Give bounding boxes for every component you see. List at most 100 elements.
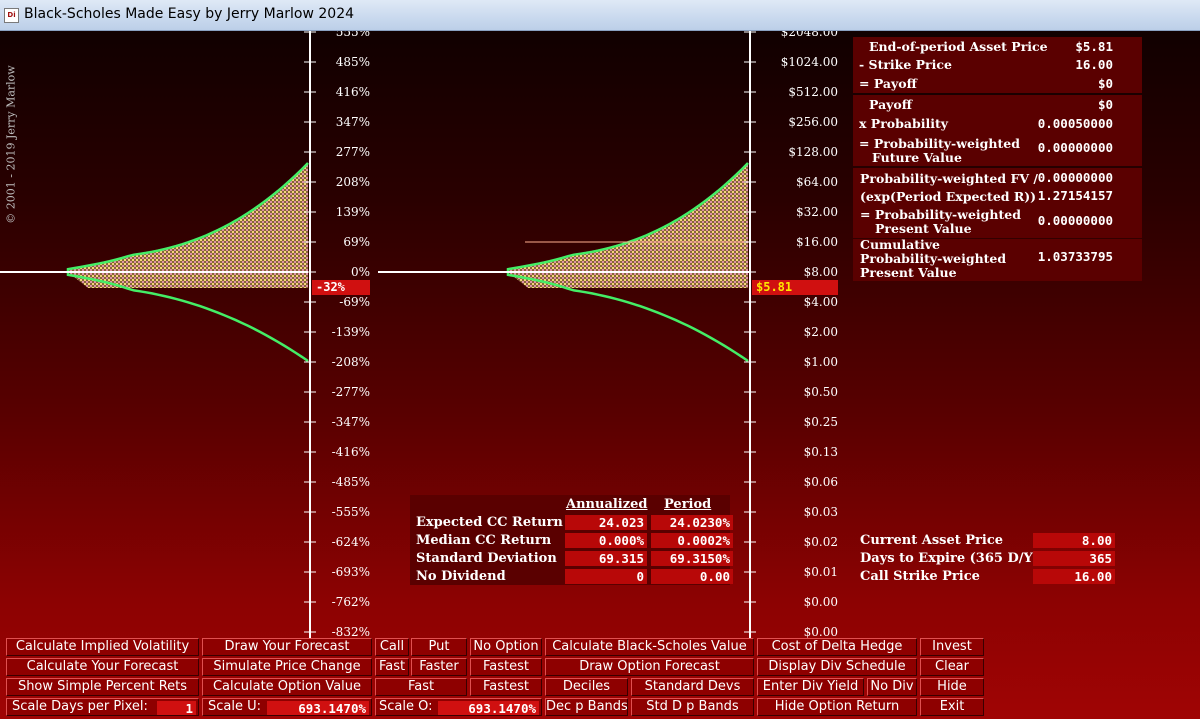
draw-your-forecast-button[interactable]: Draw Your Forecast	[202, 638, 372, 656]
probability-label: x Probability	[859, 116, 948, 131]
call-strike-price-input[interactable]: 16.00	[1033, 569, 1115, 584]
display-div-schedule-button[interactable]: Display Div Schedule	[757, 658, 917, 676]
faster-button[interactable]: Faster	[411, 658, 467, 676]
scale-u-value[interactable]: 693.1470%	[267, 701, 369, 715]
dividend-label: No Dividend	[416, 569, 506, 584]
distribution-chart: 555% $2048.00 485% $1024.00 416% $512.00 347% $…	[0, 31, 838, 639]
probability-value: 0.00050000	[1037, 116, 1113, 131]
scale-days-per-pixel[interactable]: Scale Days per Pixel: 1	[6, 698, 199, 716]
standard-devs-button[interactable]: Standard Devs	[631, 678, 754, 696]
right-tick-label: $0.02	[804, 535, 838, 549]
call-button[interactable]: Call	[375, 638, 409, 656]
pw-fv-div-value: 0.00000000	[1037, 170, 1113, 185]
app-icon[interactable]: Di	[4, 8, 19, 23]
payoff-value: $0	[1097, 76, 1113, 91]
hide-button[interactable]: Hide	[920, 678, 984, 696]
enter-div-yield-button[interactable]: Enter Div Yield	[757, 678, 864, 696]
right-tick-label: $0.00	[804, 625, 838, 639]
draw-option-forecast-button[interactable]: Draw Option Forecast	[545, 658, 754, 676]
right-tick-label: $0.03	[804, 505, 838, 519]
calc-option-value-button[interactable]: Calculate Option Value	[202, 678, 372, 696]
calc-black-scholes-button[interactable]: Calculate Black-Scholes Value	[545, 638, 754, 656]
scale-o-field[interactable]: Scale O: 693.1470%	[375, 698, 542, 716]
left-tick-label: 69%	[343, 235, 370, 249]
cum-value: 1.03733795	[1037, 249, 1113, 264]
left-dist-upper-curve	[66, 162, 309, 272]
show-simple-percent-button[interactable]: Show Simple Percent Rets	[6, 678, 199, 696]
left-tick-label: 416%	[336, 85, 370, 99]
right-tick-label: $0.50	[804, 385, 838, 399]
annualized-header: Annualized	[566, 497, 648, 512]
fast-button[interactable]: Fast	[375, 658, 409, 676]
pw-pv-value: 0.00000000	[1037, 213, 1113, 228]
scale-days-value[interactable]: 1	[157, 701, 196, 715]
title-bar: Di Black-Scholes Made Easy by Jerry Marl…	[0, 0, 1200, 31]
end-asset-price-value: $5.81	[1075, 39, 1113, 54]
left-tick-label: 485%	[336, 55, 370, 69]
dividend-annualized: 0	[565, 569, 647, 584]
pw-fv-label-2: Future Value	[872, 150, 962, 165]
current-asset-price-label: Current Asset Price	[860, 533, 1004, 548]
days-to-expire-label: Days to Expire (365 D/Y)	[860, 551, 1039, 566]
right-tick-label: $0.00	[804, 595, 838, 609]
simulate-price-change-button[interactable]: Simulate Price Change	[202, 658, 372, 676]
no-option-button[interactable]: No Option	[470, 638, 542, 656]
left-dist-lower-curve	[66, 272, 309, 363]
scale-o-value[interactable]: 693.1470%	[438, 701, 539, 715]
pw-pv-label: = Probability-weighted	[860, 207, 1021, 222]
end-asset-price-label: End-of-period Asset Price	[869, 39, 1048, 54]
left-dist-fill	[68, 163, 308, 288]
strike-price-label: - Strike Price	[859, 57, 952, 72]
fastest-button[interactable]: Fastest	[470, 658, 542, 676]
return-distribution-left	[66, 162, 309, 363]
cum-label-1: Cumulative	[860, 237, 940, 252]
days-to-expire-input[interactable]: 365	[1033, 551, 1115, 566]
calc-implied-volatility-button[interactable]: Calculate Implied Volatility	[6, 638, 199, 656]
right-dist-upper-curve	[506, 162, 749, 272]
current-asset-price-input[interactable]: 8.00	[1033, 533, 1115, 548]
fast-button-2[interactable]: Fast	[375, 678, 467, 696]
left-tick-label: -277%	[332, 385, 370, 399]
right-dist-lower-curve	[506, 272, 749, 363]
invest-button[interactable]: Invest	[920, 638, 984, 656]
dec-p-bands-button[interactable]: Dec p Bands	[545, 698, 628, 716]
cum-label-2: Probability-weighted	[860, 251, 1007, 266]
left-tick-label: -416%	[332, 445, 370, 459]
payoff2-label: Payoff	[869, 97, 913, 112]
calc-your-forecast-button[interactable]: Calculate Your Forecast	[6, 658, 199, 676]
exp-period-label: (exp(Period Expected R))	[860, 189, 1037, 204]
right-tick-label: $256.00	[788, 115, 838, 129]
put-button[interactable]: Put	[411, 638, 467, 656]
exit-button[interactable]: Exit	[920, 698, 984, 716]
no-div-button[interactable]: No Div	[867, 678, 917, 696]
call-strike-price-label: Call Strike Price	[860, 569, 980, 584]
scale-u-field[interactable]: Scale U: 693.1470%	[202, 698, 372, 716]
left-tick-label: -69%	[339, 295, 370, 309]
fastest-button-2[interactable]: Fastest	[470, 678, 542, 696]
left-tick-label: 555%	[336, 31, 370, 39]
median-cc-period: 0.0002%	[651, 533, 733, 548]
dividend-period: 0.00	[651, 569, 733, 584]
pw-pv-label-2: Present Value	[875, 221, 972, 236]
clear-button[interactable]: Clear	[920, 658, 984, 676]
deciles-button[interactable]: Deciles	[545, 678, 628, 696]
strike-price-value: 16.00	[1075, 57, 1113, 72]
left-tick-label: -555%	[332, 505, 370, 519]
cost-of-delta-hedge-button[interactable]: Cost of Delta Hedge	[757, 638, 917, 656]
std-dev-annualized: 69.315	[565, 551, 647, 566]
hide-option-return-button[interactable]: Hide Option Return	[757, 698, 917, 716]
left-tick-label: -624%	[332, 535, 370, 549]
median-cc-label: Median CC Return	[416, 533, 552, 548]
exp-period-value: 1.27154157	[1037, 188, 1113, 203]
std-d-p-bands-button[interactable]: Std D p Bands	[631, 698, 754, 716]
left-tick-label: -139%	[332, 325, 370, 339]
left-tick-label: 0%	[351, 265, 370, 279]
expected-cc-annualized: 24.023	[565, 515, 647, 530]
left-tick-label: 208%	[336, 175, 370, 189]
right-tick-label: $0.01	[804, 565, 838, 579]
price-distribution-right	[506, 162, 749, 363]
scale-o-label: Scale O:	[379, 699, 433, 714]
right-tick-label: $2.00	[804, 325, 838, 339]
payoff-label: = Payoff	[859, 76, 917, 91]
left-tick-label: -347%	[332, 415, 370, 429]
